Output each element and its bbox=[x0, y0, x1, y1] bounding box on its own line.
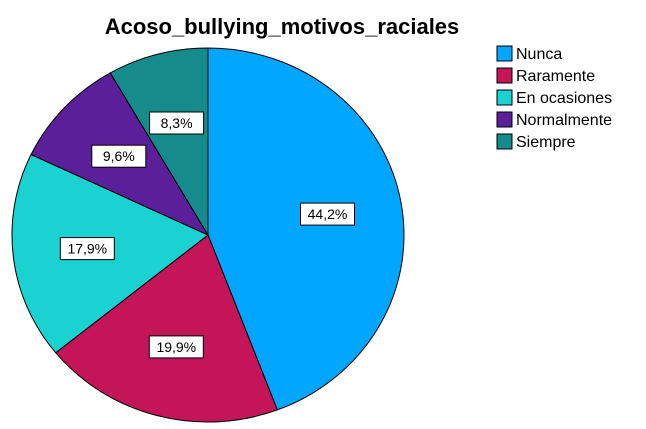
pie-data-labels: 44,2% 19,9% 17,9% 9,6% 8,3% bbox=[59, 111, 355, 359]
legend-item-nunca: Nunca bbox=[496, 45, 562, 63]
legend-swatch bbox=[496, 111, 513, 128]
data-label-text: 9,6% bbox=[103, 148, 135, 164]
data-label-nunca: 44,2% bbox=[300, 202, 355, 226]
data-label-normalmente: 9,6% bbox=[91, 144, 147, 168]
legend-swatch bbox=[496, 133, 513, 150]
data-label-text: 17,9% bbox=[67, 241, 107, 257]
pie-slice-raramente bbox=[54, 234, 279, 423]
legend-label: Siempre bbox=[516, 134, 576, 151]
data-label-box bbox=[148, 335, 204, 359]
data-label-raramente: 19,9% bbox=[148, 335, 204, 359]
legend-swatch bbox=[496, 45, 513, 62]
legend-item-siempre: Siempre bbox=[496, 133, 576, 151]
legend-item-raramente: Raramente bbox=[496, 67, 595, 85]
legend-label: En ocasiones bbox=[516, 90, 612, 107]
pie-slice-nunca bbox=[207, 47, 405, 411]
legend-swatch bbox=[496, 67, 513, 84]
chart-title: Acoso_bullying_motivos_raciales bbox=[105, 14, 460, 39]
pie-slices bbox=[11, 47, 405, 423]
data-label-box bbox=[300, 202, 355, 226]
legend-swatch bbox=[496, 89, 513, 106]
data-label-siempre: 8,3% bbox=[149, 111, 205, 135]
data-label-en-ocasiones: 17,9% bbox=[59, 237, 115, 261]
pie-slice-siempre bbox=[109, 47, 209, 237]
legend-label: Nunca bbox=[516, 46, 562, 63]
legend-label: Normalmente bbox=[516, 112, 612, 129]
legend: Nunca Raramente En ocasiones Normalmente Sie… bbox=[496, 45, 612, 151]
data-label-text: 8,3% bbox=[161, 115, 193, 131]
data-label-box bbox=[149, 111, 205, 135]
legend-label: Raramente bbox=[516, 68, 595, 85]
data-label-box bbox=[91, 144, 147, 168]
data-label-box bbox=[59, 237, 115, 261]
data-label-text: 44,2% bbox=[308, 206, 348, 222]
data-label-text: 19,9% bbox=[156, 339, 196, 355]
legend-item-normalmente: Normalmente bbox=[496, 111, 612, 129]
legend-item-en-ocasiones: En ocasiones bbox=[496, 89, 612, 107]
